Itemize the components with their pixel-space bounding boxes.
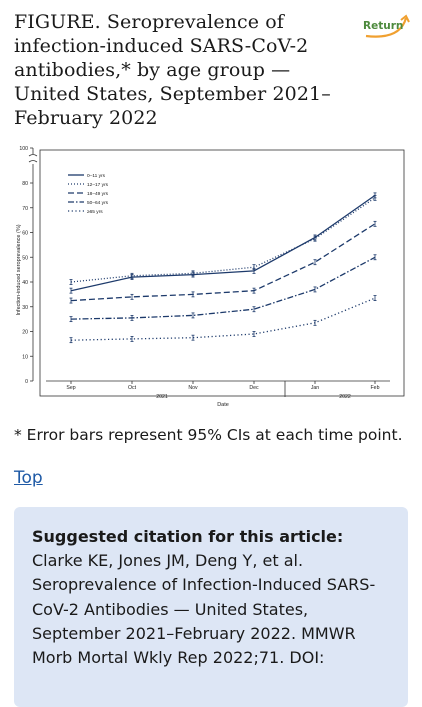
legend-label: 50–64 yrs — [87, 200, 109, 206]
y-tick-label: 20 — [22, 330, 28, 336]
return-arrow-icon — [365, 14, 410, 38]
return-label: Return — [363, 20, 404, 32]
series-line — [70, 223, 376, 302]
return-button[interactable]: Return — [360, 12, 412, 42]
series-line — [70, 194, 376, 292]
x-tick-label: Oct — [128, 385, 137, 391]
x-tick-label: Sep — [66, 385, 75, 391]
y-tick-label: 60 — [22, 231, 28, 237]
y-axis-label: Infection-induced seroprevalence (%) — [16, 224, 22, 315]
y-tick-label: 100 — [19, 146, 28, 152]
axis-break-mark — [28, 160, 38, 163]
x-tick-label: Jan — [311, 385, 319, 391]
legend-label: ≥65 yrs — [87, 209, 103, 215]
footnote: * Error bars represent 95% CIs at each t… — [14, 426, 403, 444]
series-line — [70, 197, 376, 283]
y-tick-label: 40 — [22, 280, 28, 286]
x-tick-label: Nov — [188, 385, 198, 391]
y-tick-label: 0 — [25, 379, 28, 385]
legend-label: 18–49 yrs — [87, 191, 109, 197]
chart-svg: 0 10 20 30 40 50 60 70 80 100 Infection-induced se… — [16, 146, 405, 408]
series-line — [70, 297, 376, 341]
series-line — [70, 256, 376, 320]
citation-heading: Suggested citation for this article: — [32, 527, 344, 546]
legend-label: 0–11 yrs — [87, 173, 106, 179]
figure-title: FIGURE. Seroprevalence of infection-indu… — [14, 11, 331, 129]
year-label-2022: 2022 — [339, 394, 351, 400]
x-tick-label: Dec — [249, 385, 259, 391]
y-tick-label: 50 — [22, 255, 28, 261]
x-axis-label: Date — [217, 402, 229, 408]
y-tick-label: 10 — [22, 354, 28, 360]
citation-box: Suggested citation for this article: Cla… — [14, 507, 408, 707]
y-tick-label: 80 — [22, 181, 28, 187]
top-link[interactable]: Top — [14, 468, 43, 488]
axis-break-mark — [28, 154, 38, 157]
x-tick-label: Feb — [371, 385, 380, 391]
plot-frame — [39, 149, 405, 397]
year-label-2021: 2021 — [156, 394, 168, 400]
y-tick-label: 70 — [22, 206, 28, 212]
legend-label: 12–17 yrs — [87, 182, 109, 188]
seroprevalence-chart: 0 10 20 30 40 50 60 70 80 100 Infection-induced se… — [10, 140, 412, 412]
citation-text: Clarke KE, Jones JM, Deng Y, et al. Sero… — [32, 551, 376, 668]
y-tick-label: 30 — [22, 305, 28, 311]
